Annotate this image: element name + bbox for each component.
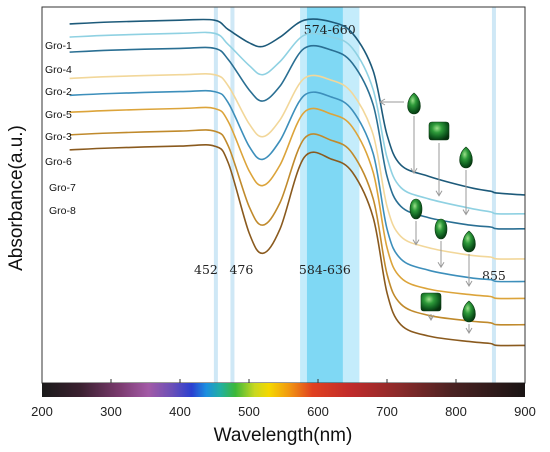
series-lines xyxy=(69,18,526,347)
gem-arrowhead-gro-8 xyxy=(465,327,473,334)
x-axis-ticks: 200 300 400 500 600 700 800 900 xyxy=(31,379,536,419)
gem-icon-gro-2 xyxy=(459,146,473,169)
y-axis-title: Absorbance(a.u.) xyxy=(6,125,27,271)
gem-arrowhead-gro-4 xyxy=(435,190,443,197)
band-584-636 xyxy=(306,7,343,383)
series-labels: Gro-1 Gro-4 Gro-2 Gro-5 Gro-3 Gro-6 Gro-7 Gro-8 xyxy=(45,40,76,217)
series-label-gro-1: Gro-1 xyxy=(45,40,72,52)
spectrum-bar xyxy=(42,383,525,397)
gem-arrowhead-gro-1 xyxy=(410,167,418,175)
gem-arrowhead-gro-7 xyxy=(427,314,435,321)
series-label-gro-2: Gro-2 xyxy=(45,86,72,98)
series-line-gro-5 xyxy=(69,72,526,260)
gem-icon-gro-5 xyxy=(409,198,423,220)
gem-arrowhead-gro-2 xyxy=(462,209,470,216)
band-label-584-636: 584-636 xyxy=(299,262,351,277)
series-label-gro-7: Gro-7 xyxy=(49,182,76,194)
gem-icon-gro-1 xyxy=(407,92,421,115)
x-tick-label-800: 800 xyxy=(445,404,467,419)
x-tick-label-900: 900 xyxy=(514,404,536,419)
series-line-gro-8 xyxy=(69,143,526,347)
gem-icon-gro-8 xyxy=(462,300,476,323)
gem-arrowhead-left xyxy=(379,98,386,106)
x-tick-label-400: 400 xyxy=(169,404,191,419)
series-line-gro-7 xyxy=(69,129,526,326)
series-line-gro-6 xyxy=(69,106,526,300)
x-tick-label-200: 200 xyxy=(31,404,53,419)
gem-icon-gro-7 xyxy=(420,292,442,312)
band-476 xyxy=(230,7,235,383)
series-label-gro-4: Gro-4 xyxy=(45,64,72,76)
gem-icon-gro-4 xyxy=(428,121,450,141)
x-axis-title: Wavelength(nm) xyxy=(214,425,353,446)
highlight-bands xyxy=(213,7,496,383)
series-line-gro-1 xyxy=(69,18,526,196)
x-tick-label-500: 500 xyxy=(238,404,260,419)
series-label-gro-3: Gro-3 xyxy=(45,131,72,143)
band-label-476: 476 xyxy=(229,262,253,277)
series-label-gro-5: Gro-5 xyxy=(45,109,72,121)
series-line-gro-3 xyxy=(69,89,526,283)
series-line-gro-2 xyxy=(69,44,526,230)
x-tick-label-300: 300 xyxy=(100,404,122,419)
gem-icon-gro-6 xyxy=(462,230,476,253)
gem-arrowhead-gro-3 xyxy=(437,261,445,269)
series-line-gro-4 xyxy=(69,31,526,215)
gem-arrowhead-gro-6 xyxy=(465,280,473,287)
band-855 xyxy=(491,7,496,383)
series-label-gro-6: Gro-6 xyxy=(45,156,72,168)
gem-arrowhead-gro-5 xyxy=(412,239,420,246)
series-label-gro-8: Gro-8 xyxy=(49,205,76,217)
gem-icon-gro-3 xyxy=(434,218,448,240)
x-tick-label-600: 600 xyxy=(307,404,329,419)
band-label-452: 452 xyxy=(194,262,218,277)
band-452 xyxy=(213,7,218,383)
x-tick-label-700: 700 xyxy=(376,404,398,419)
gem-icons xyxy=(379,92,476,334)
